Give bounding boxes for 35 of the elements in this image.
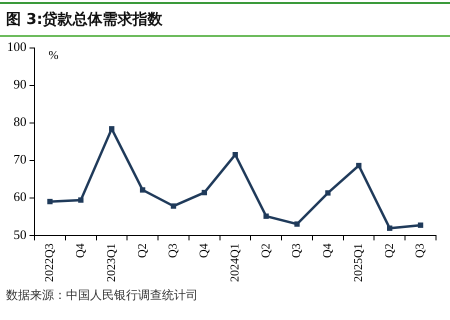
y-tick-label: 90 xyxy=(14,76,26,92)
x-tick-label: Q4 xyxy=(72,243,87,258)
y-axis-title: % xyxy=(48,48,58,62)
y-tick-label: 50 xyxy=(14,226,26,242)
x-tick-label: Q2 xyxy=(134,243,149,258)
point xyxy=(356,162,362,168)
x-tick-label: 2023Q1 xyxy=(104,243,118,282)
y-tick-label: 80 xyxy=(14,114,26,130)
point xyxy=(263,214,269,219)
point xyxy=(202,190,208,196)
x-tick-label: Q3 xyxy=(289,243,304,258)
point xyxy=(78,197,84,203)
x-tick-label: Q3 xyxy=(166,243,180,258)
point xyxy=(294,221,300,227)
y-tick-label: 60 xyxy=(14,189,26,204)
x-tick-label: 2022Q3 xyxy=(42,243,56,282)
x-tick-label: 2025Q1 xyxy=(350,243,365,282)
chart-title: 图 3:贷款总体需求指数 xyxy=(5,9,164,30)
point xyxy=(232,152,238,158)
point xyxy=(47,198,53,204)
point xyxy=(170,203,176,209)
x-tick-label: Q2 xyxy=(258,243,272,258)
x-tick-label: Q3 xyxy=(412,243,427,258)
y-tick-label: 70 xyxy=(14,152,26,167)
point xyxy=(387,226,392,231)
point xyxy=(418,222,424,228)
source-note: 数据来源：中国人民银行调查统计司 xyxy=(5,287,199,304)
x-tick-label: 2024Q1 xyxy=(227,243,242,282)
x-tick-label: Q4 xyxy=(320,243,334,258)
point xyxy=(109,126,114,132)
point xyxy=(325,190,331,196)
x-tick-label: Q4 xyxy=(196,243,211,258)
point xyxy=(140,187,146,193)
x-tick-label: Q2 xyxy=(382,243,396,258)
y-tick-label: 100 xyxy=(7,39,26,54)
